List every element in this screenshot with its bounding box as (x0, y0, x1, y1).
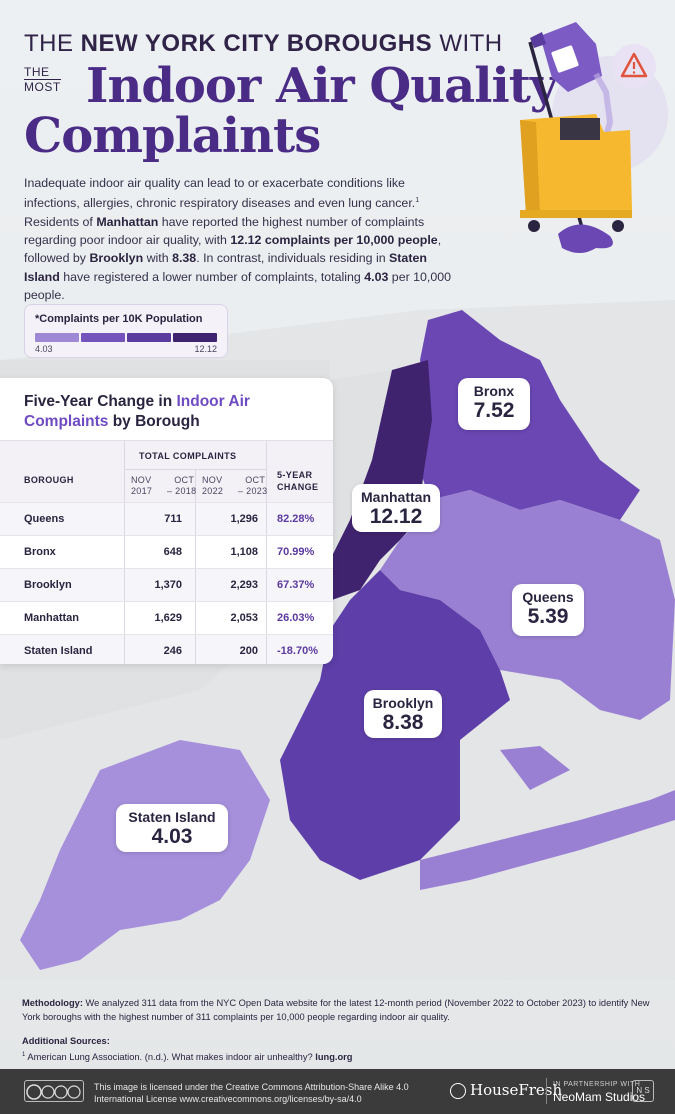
complaints-2018-cell: 711 (164, 513, 182, 525)
bronx-name: Bronx (473, 383, 515, 399)
legend-swatch (35, 333, 79, 342)
period-1-header: NOV OCT 2017 – 2018 (131, 475, 197, 496)
total-complaints-header: TOTAL COMPLAINTS (139, 451, 237, 461)
manhattan-value: 12.12 (369, 505, 423, 528)
mop-bucket-illustration (520, 22, 668, 253)
cc-license-icon[interactable] (24, 1080, 84, 1102)
title-line-1: THE NEW YORK CITY BOROUGHS WITH (24, 30, 503, 58)
neomam-logo[interactable]: NeoMam Studios (553, 1090, 646, 1104)
brooklyn-label: Brooklyn 8.38 (364, 690, 442, 738)
table-row: Queens 711 1,296 82.28% (0, 502, 333, 536)
borough-name-cell: Manhattan (24, 612, 79, 624)
legend: *Complaints per 10K Population 4.03 12.1… (24, 304, 228, 358)
borough-name-cell: Bronx (24, 546, 56, 558)
five-year-change-cell: -18.70% (277, 645, 318, 657)
five-year-change-cell: 67.37% (277, 579, 315, 591)
complaints-2023-cell: 1,108 (230, 546, 258, 558)
change-header: 5-YEAR CHANGE (277, 470, 319, 492)
title-most: MOST (24, 79, 61, 94)
title-the: THE (24, 65, 50, 79)
house-icon (450, 1083, 466, 1099)
legend-swatch (81, 333, 125, 342)
staten-island-value: 4.03 (151, 825, 193, 848)
footer-bar: This image is licensed under the Creativ… (0, 1069, 675, 1114)
complaints-table-card: Five-Year Change in Indoor Air Complaint… (0, 378, 333, 664)
lung-org-link[interactable]: lung.org (315, 1052, 353, 1063)
table-row: Manhattan 1,629 2,053 26.03% (0, 601, 333, 635)
legend-swatch (127, 333, 171, 342)
borough-header: BOROUGH (24, 475, 74, 485)
bronx-region (420, 310, 640, 520)
complaints-2023-cell: 2,293 (230, 579, 258, 591)
brooklyn-name: Brooklyn (372, 695, 434, 711)
manhattan-name: Manhattan (361, 489, 431, 505)
complaints-2018-cell: 648 (163, 546, 182, 558)
complaints-2018-cell: 1,629 (154, 612, 182, 624)
table-row: Bronx 648 1,108 70.99% (0, 535, 333, 569)
borough-name-cell: Staten Island (24, 645, 93, 657)
title-bold: NEW YORK CITY BOROUGHS (80, 30, 433, 57)
additional-sources: Additional Sources: 1 American Lung Asso… (22, 1036, 353, 1063)
title-big-2: Complaints (24, 108, 321, 164)
partner-label: IN PARTNERSHIP WITH (553, 1081, 641, 1088)
methodology-note: Methodology: We analyzed 311 data from t… (22, 998, 650, 1022)
table-row: Brooklyn 1,370 2,293 67.37% (0, 568, 333, 602)
five-year-change-cell: 70.99% (277, 546, 315, 558)
title-prefix: THE (24, 30, 81, 57)
complaints-2018-cell: 246 (163, 645, 182, 657)
intro-paragraph: Inadequate indoor air quality can lead t… (24, 176, 452, 302)
bronx-value: 7.52 (473, 399, 515, 422)
borough-name-cell: Queens (24, 513, 65, 525)
five-year-change-cell: 82.28% (277, 513, 315, 525)
legend-color-scale (35, 333, 217, 342)
queens-label: Queens 5.39 (512, 584, 584, 636)
license-text: This image is licensed under the Creativ… (94, 1082, 409, 1104)
table-header: TOTAL COMPLAINTS BOROUGH NOV OCT 2017 – … (0, 440, 333, 503)
bleach-bottle-icon (530, 22, 614, 145)
table-title: Five-Year Change in Indoor Air Complaint… (24, 393, 250, 430)
legend-swatch (173, 333, 217, 342)
table-row: Staten Island 246 200 -18.70% (0, 634, 333, 664)
title-suffix: WITH (432, 30, 503, 57)
staten-island-name: Staten Island (128, 809, 216, 825)
warning-icon (612, 44, 656, 88)
staten-island-region (20, 740, 270, 970)
complaints-2023-cell: 1,296 (230, 513, 258, 525)
manhattan-region (330, 360, 432, 600)
manhattan-label: Manhattan 12.12 (352, 484, 440, 532)
title-big-1: Indoor Air Quality (86, 58, 558, 114)
queens-value: 5.39 (527, 605, 569, 628)
complaints-2018-cell: 1,370 (154, 579, 182, 591)
queens-name: Queens (522, 589, 574, 605)
neomam-mark-icon: N S (632, 1080, 654, 1102)
bronx-label: Bronx 7.52 (458, 378, 530, 430)
brooklyn-value: 8.38 (382, 711, 424, 734)
legend-title: *Complaints per 10K Population (35, 313, 203, 325)
mop-bucket-icon (520, 41, 632, 253)
borough-name-cell: Brooklyn (24, 579, 72, 591)
housefresh-logo[interactable]: HouseFresh (450, 1081, 562, 1099)
staten-island-label: Staten Island 4.03 (116, 804, 228, 852)
legend-max: 12.12 (194, 344, 217, 354)
complaints-2023-cell: 2,053 (230, 612, 258, 624)
period-2-header: NOV OCT 2022 – 2023 (202, 475, 268, 496)
five-year-change-cell: 26.03% (277, 612, 315, 624)
title-the-most: THE MOST (24, 66, 61, 94)
legend-min: 4.03 (35, 344, 53, 354)
complaints-2023-cell: 200 (239, 645, 258, 657)
